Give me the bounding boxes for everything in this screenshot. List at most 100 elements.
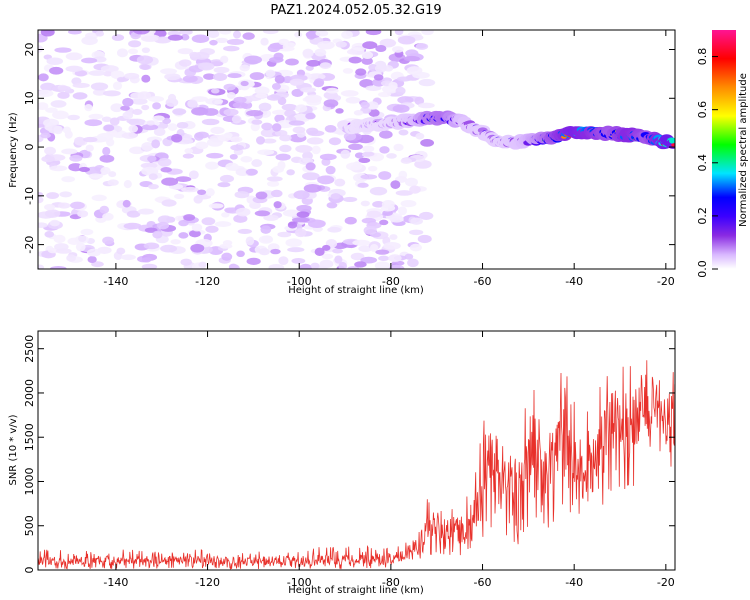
- colorbar-tick-label: 0.8: [696, 48, 709, 66]
- x-tick-label: -100: [287, 275, 312, 288]
- heatmap-cell: [38, 222, 48, 228]
- heatmap-cell: [345, 96, 361, 104]
- heatmap-cell: [188, 170, 199, 180]
- heatmap-cell: [124, 72, 140, 80]
- heatmap-cell: [291, 257, 306, 264]
- heatmap-cell: [251, 119, 263, 125]
- heatmap-cell: [128, 124, 139, 133]
- snr-line: [38, 360, 675, 570]
- heatmap-cell: [378, 255, 390, 261]
- heatmap-cell: [300, 87, 317, 93]
- heatmap-cell: [153, 127, 166, 137]
- heatmap-cell: [285, 238, 303, 248]
- heatmap-cell: [157, 157, 172, 167]
- heatmap-cell: [267, 44, 281, 53]
- heatmap-cell: [140, 64, 150, 70]
- snr-y-label: SNR (10 * v/v): [8, 414, 19, 485]
- heatmap-cell: [242, 32, 255, 40]
- heatmap-cell: [233, 96, 247, 104]
- heatmap-cell: [265, 69, 276, 78]
- heatmap-cell: [379, 219, 389, 226]
- heatmap-cell: [361, 217, 376, 224]
- heatmap-cell: [103, 124, 115, 132]
- heatmap-cell: [152, 102, 162, 110]
- heatmap-cell: [38, 89, 54, 98]
- heatmap-cell: [197, 189, 207, 195]
- heatmap-cell: [263, 214, 279, 221]
- heatmap-cell: [292, 126, 306, 134]
- heatmap-cell: [160, 167, 173, 173]
- heatmap-cell: [92, 88, 107, 96]
- heatmap-cell: [61, 176, 76, 183]
- heatmap-cell: [44, 146, 56, 155]
- heatmap-cell: [305, 162, 316, 171]
- heatmap-cell: [170, 239, 181, 245]
- heatmap-cell: [230, 144, 244, 151]
- heatmap-cell: [273, 201, 282, 209]
- heatmap-cell: [404, 253, 414, 260]
- snr-y-ticks: 0 500 1000 1500 2000 2500: [23, 335, 675, 574]
- heatmap-cell: [287, 247, 305, 253]
- heatmap-cell: [341, 30, 353, 39]
- heatmap-cell: [395, 86, 406, 96]
- x-tick-label: -120: [195, 275, 220, 288]
- heatmap-cell: [191, 34, 210, 44]
- heatmap-cell: [245, 168, 258, 176]
- heatmap-cell: [417, 234, 432, 244]
- heatmap-cell: [44, 203, 56, 211]
- heatmap-cell: [74, 136, 86, 146]
- heatmap-cell: [84, 119, 103, 127]
- heatmap-cell: [338, 261, 347, 269]
- heatmap-cell: [195, 141, 209, 150]
- heatmap-cell: [190, 243, 205, 253]
- y-tick-label: 0: [23, 144, 36, 151]
- heatmap-cell: [81, 36, 98, 46]
- heatmap-cell: [379, 130, 393, 139]
- heatmap-cell: [373, 74, 384, 81]
- heatmap-cell: [126, 210, 141, 218]
- heatmap-cell: [291, 217, 310, 223]
- heatmap-cell: [262, 138, 277, 144]
- heatmap-cell: [77, 210, 89, 218]
- heatmap-cell: [361, 51, 374, 60]
- heatmap-cell: [254, 86, 270, 95]
- heatmap-cell: [205, 188, 215, 197]
- heatmap-cells: [38, 30, 675, 269]
- heatmap-cell: [258, 102, 272, 112]
- heatmap-cell: [141, 142, 154, 151]
- heatmap-cell: [141, 257, 152, 263]
- heatmap-cell: [55, 248, 72, 254]
- heatmap-cell: [400, 157, 412, 164]
- heatmap-cell: [224, 207, 235, 213]
- heatmap-cell: [306, 30, 316, 40]
- spectrogram-y-ticks: -20 -10 0 10 20: [23, 43, 675, 254]
- heatmap-cell: [70, 201, 85, 210]
- heatmap-cell: [266, 176, 283, 182]
- heatmap-cell: [206, 152, 224, 159]
- heatmap-cell: [393, 143, 404, 152]
- y-tick-label: 2500: [23, 335, 36, 363]
- y-tick-label: 500: [23, 515, 36, 536]
- heatmap-cell: [91, 194, 107, 202]
- heatmap-cell: [126, 118, 140, 124]
- heatmap-cell: [360, 101, 370, 109]
- heatmap-cell: [240, 80, 249, 87]
- heatmap-cell: [193, 195, 203, 204]
- heatmap-cell: [275, 153, 291, 161]
- x-tick-label: -40: [565, 576, 583, 589]
- heatmap-cell: [397, 35, 416, 45]
- heatmap-cell: [52, 110, 69, 120]
- heatmap-cell: [277, 231, 292, 238]
- y-tick-label: 1000: [23, 467, 36, 495]
- heatmap-cell: [237, 228, 253, 234]
- heatmap-cell: [88, 173, 103, 179]
- heatmap-cell: [107, 179, 119, 186]
- heatmap-cell: [390, 180, 401, 189]
- heatmap-cell: [244, 55, 263, 65]
- heatmap-cell: [80, 228, 94, 236]
- heatmap-cell: [215, 37, 229, 44]
- heatmap-cell: [361, 57, 373, 65]
- heatmap-cell: [266, 94, 282, 101]
- heatmap-cell: [362, 145, 375, 153]
- heatmap-cell: [69, 154, 83, 162]
